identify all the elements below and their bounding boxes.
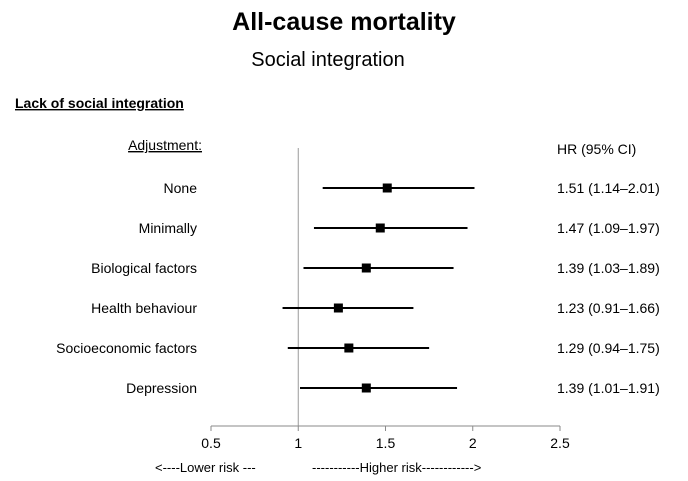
hr-point (333, 303, 343, 313)
x-tick-label: 1 (294, 435, 302, 451)
x-tick-label: 2 (469, 435, 477, 451)
row-label: Minimally (139, 220, 197, 236)
x-tick-label: 2.5 (550, 435, 570, 451)
row-label: Socioeconomic factors (56, 340, 197, 356)
chart-subtitle: Social integration (251, 49, 404, 71)
hr-point (361, 263, 371, 273)
x-tick-label: 1.5 (376, 435, 396, 451)
row-label: Depression (126, 380, 197, 396)
hr-point (382, 183, 392, 193)
chart-title: All-cause mortality (232, 8, 456, 36)
section-label: Lack of social integration (15, 95, 184, 111)
higher-risk-label: -----------Higher risk------------> (312, 460, 481, 475)
x-tick-label: 0.5 (201, 435, 221, 451)
hr-value-label: 1.39 (1.01–1.91) (557, 380, 660, 396)
row-label: Biological factors (91, 260, 197, 276)
hr-point (344, 343, 354, 353)
hr-point (375, 223, 385, 233)
x-axis: 0.5 1 1.5 2 2.5 (201, 425, 570, 451)
hr-value-label: 1.39 (1.03–1.89) (557, 260, 660, 276)
hr-value-label: 1.29 (0.94–1.75) (557, 340, 660, 356)
hr-value-label: 1.47 (1.09–1.97) (557, 220, 660, 236)
row-header: Adjustment: (128, 137, 202, 153)
forest-rows: None 1.51 (1.14–2.01) Minimally 1.47 (1.09–… (56, 180, 660, 396)
lower-risk-label: <----Lower risk --- (155, 460, 256, 475)
row-label: None (164, 180, 198, 196)
value-header: HR (95% CI) (557, 141, 636, 157)
hr-point (361, 383, 371, 393)
hr-value-label: 1.51 (1.14–2.01) (557, 180, 660, 196)
row-label: Health behaviour (91, 300, 197, 316)
hr-value-label: 1.23 (0.91–1.66) (557, 300, 660, 316)
